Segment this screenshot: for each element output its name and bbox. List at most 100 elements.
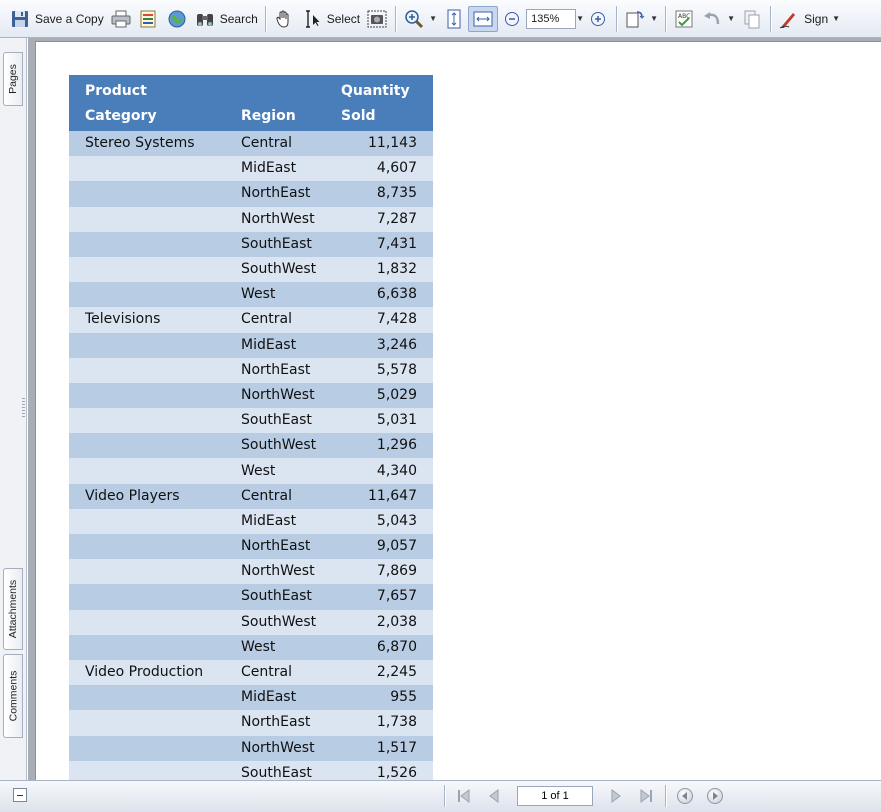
toolbar-separator xyxy=(770,5,772,32)
sign-button[interactable]: Sign ▼ xyxy=(775,6,843,32)
search-label: Search xyxy=(219,11,258,26)
cell-quantity: 955 xyxy=(333,685,433,711)
table-row: MidEast 4,607 xyxy=(69,156,433,182)
header-category-label: Category xyxy=(85,108,157,124)
zoom-in-tool-button[interactable]: ▼ xyxy=(400,6,440,32)
cell-region: SouthEast xyxy=(225,584,333,610)
navigation-sidebar: Pages Attachments Comments xyxy=(0,38,27,780)
toolbar-separator xyxy=(264,5,266,32)
cell-category xyxy=(69,735,225,761)
tab-comments[interactable]: Comments xyxy=(3,654,23,738)
cell-category xyxy=(69,685,225,711)
cell-category xyxy=(69,534,225,560)
header-region: Region xyxy=(225,75,333,131)
zoom-out-button[interactable] xyxy=(498,6,526,32)
sign-label: Sign xyxy=(804,11,829,26)
chevron-down-icon[interactable]: ▼ xyxy=(650,14,659,23)
copy-pages-icon xyxy=(741,8,763,30)
toolbar-separator xyxy=(665,5,667,32)
snapshot-button[interactable] xyxy=(363,6,391,32)
fit-width-button[interactable] xyxy=(468,5,499,32)
cell-category xyxy=(69,584,225,610)
cell-quantity: 7,869 xyxy=(333,559,433,585)
cell-quantity: 1,832 xyxy=(333,256,433,283)
table-row: MidEast 5,043 xyxy=(69,508,433,534)
cell-quantity: 4,607 xyxy=(333,156,433,182)
search-button[interactable]: Search xyxy=(191,6,261,32)
chevron-down-icon[interactable]: ▼ xyxy=(727,14,736,23)
email-button[interactable] xyxy=(135,6,163,32)
table-header-row: Product Category Region Quantity Sold xyxy=(69,75,433,131)
minimize-panel-button[interactable] xyxy=(13,788,27,802)
cell-category xyxy=(69,332,225,358)
tab-pages[interactable]: Pages xyxy=(3,52,23,106)
print-button[interactable] xyxy=(107,6,135,32)
page-number-input[interactable]: 1 of 1 xyxy=(517,786,593,806)
binoculars-icon xyxy=(194,8,216,30)
save-copy-button[interactable]: Save a Copy xyxy=(6,6,107,32)
plus-circle-icon xyxy=(587,8,609,30)
zoom-level-input[interactable]: 135% xyxy=(526,8,577,29)
first-page-button[interactable] xyxy=(449,785,479,807)
cell-quantity: 5,031 xyxy=(333,408,433,434)
cell-category xyxy=(69,760,225,780)
table-row: Televisions Central 7,428 xyxy=(69,307,433,333)
previous-page-button[interactable] xyxy=(479,785,509,807)
document-page: Product Category Region Quantity Sold St… xyxy=(36,42,881,780)
chevron-down-icon[interactable]: ▼ xyxy=(832,14,841,23)
chevron-down-icon[interactable]: ▼ xyxy=(429,14,438,23)
table-row: West 4,340 xyxy=(69,458,433,484)
spell-check-icon: ABC xyxy=(673,8,695,30)
last-page-button[interactable] xyxy=(631,785,661,807)
zoom-in-button[interactable] xyxy=(584,6,612,32)
previous-page-icon xyxy=(489,789,499,803)
cell-category: Video Production xyxy=(69,659,225,686)
cell-region: NorthWest xyxy=(225,735,333,761)
web-button[interactable] xyxy=(163,6,191,32)
main-toolbar: Save a Copy Search Select xyxy=(0,0,881,38)
previous-view-button[interactable] xyxy=(677,788,693,804)
cell-region: SouthEast xyxy=(225,408,333,434)
select-tool-button[interactable]: Select xyxy=(298,6,363,32)
sidebar-resize-grip[interactable] xyxy=(22,398,25,418)
fit-page-icon xyxy=(443,8,465,30)
table-row: West 6,870 xyxy=(69,634,433,660)
spell-check-button[interactable]: ABC xyxy=(670,6,698,32)
cell-category xyxy=(69,357,225,383)
zoom-dropdown-chevron-icon[interactable]: ▼ xyxy=(576,14,585,23)
rotate-view-button[interactable]: ▼ xyxy=(621,6,661,32)
table-row: SouthWest 1,296 xyxy=(69,433,433,459)
cell-category xyxy=(69,433,225,459)
next-view-button[interactable] xyxy=(707,788,723,804)
magnifier-plus-icon xyxy=(403,8,425,30)
hand-tool-button[interactable] xyxy=(270,6,298,32)
table-row: West 6,638 xyxy=(69,282,433,308)
floppy-disk-icon xyxy=(9,8,31,30)
table-row: SouthWest 1,832 xyxy=(69,256,433,283)
cell-quantity: 2,245 xyxy=(333,659,433,686)
sales-report-table: Product Category Region Quantity Sold St… xyxy=(69,75,433,780)
cell-quantity: 11,647 xyxy=(333,483,433,509)
cell-quantity: 7,287 xyxy=(333,206,433,232)
cell-region: NorthWest xyxy=(225,382,333,409)
document-viewport[interactable]: Product Category Region Quantity Sold St… xyxy=(28,38,881,780)
table-row: NorthWest 1,517 xyxy=(69,735,433,761)
tab-attachments-label: Attachments xyxy=(7,579,19,639)
undo-button[interactable]: ▼ xyxy=(698,6,738,32)
cell-quantity: 9,057 xyxy=(333,534,433,560)
cell-category xyxy=(69,609,225,635)
cell-category xyxy=(69,458,225,484)
cell-quantity: 1,738 xyxy=(333,710,433,736)
cell-quantity: 4,340 xyxy=(333,458,433,484)
fit-page-button[interactable] xyxy=(440,6,468,32)
table-row: SouthEast 7,657 xyxy=(69,584,433,610)
page-navigation: 1 of 1 xyxy=(440,784,730,808)
tab-attachments[interactable]: Attachments xyxy=(3,568,23,650)
last-page-icon xyxy=(640,789,652,803)
next-page-button[interactable] xyxy=(601,785,631,807)
cell-region: NorthWest xyxy=(225,559,333,585)
copy-button[interactable] xyxy=(738,6,766,32)
table-row: NorthWest 7,869 xyxy=(69,559,433,585)
cell-quantity: 1,517 xyxy=(333,735,433,761)
cell-category xyxy=(69,282,225,308)
